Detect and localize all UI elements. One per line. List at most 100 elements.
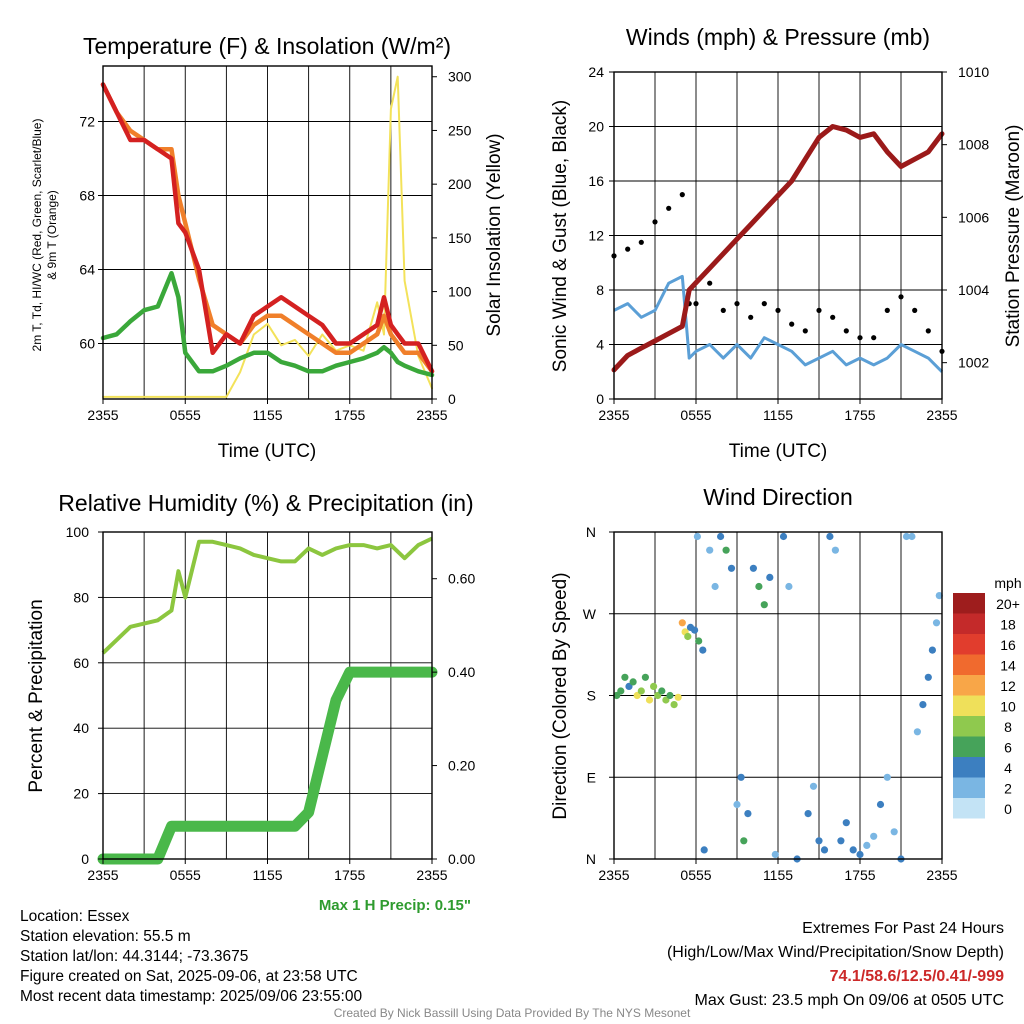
wind-xtick-label: 1155 xyxy=(763,407,793,423)
gust-point xyxy=(748,314,754,320)
wind-ytick-label: 8 xyxy=(596,282,604,298)
dir-point xyxy=(722,546,730,554)
gust-point xyxy=(857,335,863,341)
rh-ytick-label: 60 xyxy=(73,655,89,671)
extremes-block: Extremes For Past 24 Hours (High/Low/Max… xyxy=(667,917,1004,1013)
legend-label: 18 xyxy=(1000,617,1016,633)
gust-point xyxy=(925,328,931,334)
dir-point xyxy=(849,846,857,854)
rh-title: Relative Humidity (%) & Precipitation (i… xyxy=(58,490,473,516)
dir-point xyxy=(831,546,840,554)
dir-point xyxy=(779,532,788,541)
dir-point xyxy=(928,646,937,654)
dir-point xyxy=(678,619,686,627)
dir-point xyxy=(733,800,741,809)
series-precip xyxy=(97,666,438,865)
dir-ytick-label: S xyxy=(587,688,596,704)
legend-swatch xyxy=(953,798,985,819)
gust-point xyxy=(884,307,890,313)
rh-ytick-label: 0 xyxy=(81,851,89,867)
gust-point xyxy=(775,307,781,313)
legend-swatch xyxy=(953,593,985,614)
legend-swatch xyxy=(953,675,985,696)
gust-point xyxy=(707,280,713,286)
info-created: Figure created on Sat, 2025-09-06, at 23… xyxy=(20,968,358,985)
temp-y2tick-label: 300 xyxy=(448,69,472,85)
series-2m-t xyxy=(100,82,435,374)
temp-ytick-label: 72 xyxy=(79,114,95,130)
wind-y2tick-label: 1002 xyxy=(958,355,989,371)
temp-xtick-label: 2355 xyxy=(416,407,447,423)
info-location: Location: Essex xyxy=(20,908,130,925)
temp-title: Temperature (F) & Insolation (W/m²) xyxy=(83,33,451,59)
dir-point xyxy=(670,701,678,709)
dir-point xyxy=(890,828,898,836)
extremes-values: 74.1/58.6/12.5/0.41/-999 xyxy=(829,968,1004,985)
dir-xtick-label: 1155 xyxy=(763,867,793,883)
temp-y2tick-label: 250 xyxy=(448,122,472,138)
rh-y2tick-label: 0.20 xyxy=(448,758,475,774)
temp-ytick-label: 68 xyxy=(79,188,95,204)
series-pressure xyxy=(611,124,945,373)
legend-label: 8 xyxy=(1004,719,1012,735)
wind-y2tick-label: 1008 xyxy=(958,137,989,153)
dir-point xyxy=(842,819,850,827)
dir-point xyxy=(924,673,932,681)
legend-title: mph xyxy=(994,575,1021,591)
wind-ytick-label: 20 xyxy=(588,119,604,135)
gust-point xyxy=(761,301,767,307)
rh-xtick-label: 0555 xyxy=(170,867,201,883)
wind-ytick-label: 0 xyxy=(596,391,604,407)
dir-point xyxy=(932,619,941,627)
legend-swatch xyxy=(953,736,985,757)
dir-point xyxy=(645,696,654,704)
legend-label: 4 xyxy=(1004,760,1012,776)
dir-point xyxy=(749,564,758,572)
gust-point xyxy=(830,314,836,320)
temp-y2tick-label: 150 xyxy=(448,230,472,246)
series-2m-td xyxy=(100,270,435,378)
gust-point xyxy=(802,328,808,334)
dir-point xyxy=(740,837,748,845)
dir-point xyxy=(744,810,752,818)
wind-y2tick-label: 1006 xyxy=(958,209,989,225)
dir-point xyxy=(856,850,864,859)
temp-xtick-label: 2355 xyxy=(87,407,118,423)
legend-swatch xyxy=(953,757,985,778)
legend-label: 16 xyxy=(1000,637,1016,653)
dir-point xyxy=(650,682,658,691)
dir-title: Wind Direction xyxy=(703,484,853,510)
legend-swatch xyxy=(953,695,985,716)
wind-xtick-label: 2355 xyxy=(926,407,957,423)
max-precip-label: Max 1 H Precip: 0.15" xyxy=(319,897,471,914)
gust-point xyxy=(789,321,795,327)
wind-y2tick-label: 1004 xyxy=(958,282,989,298)
dir-point xyxy=(737,773,745,781)
gust-point xyxy=(816,307,822,313)
gust-point xyxy=(871,335,877,341)
temp-xtick-label: 1155 xyxy=(252,407,282,423)
wind-ytick-label: 24 xyxy=(588,64,604,80)
wind-xtick-label: 0555 xyxy=(680,407,711,423)
gust-point xyxy=(652,219,658,225)
gust-point xyxy=(693,301,699,307)
dir-point xyxy=(641,673,650,681)
temp-y2tick-label: 200 xyxy=(448,176,472,192)
series-rh xyxy=(101,536,433,655)
rh-y2tick-label: 0.40 xyxy=(448,664,475,680)
legend-swatch xyxy=(953,634,985,655)
station-info: Location: Essex Station elevation: 55.5 … xyxy=(20,907,362,1007)
temp-ylabel-2: & 9m T (Orange) xyxy=(45,190,59,280)
dir-point xyxy=(902,532,911,541)
dir-point xyxy=(771,850,779,859)
dir-point xyxy=(766,573,774,582)
rh-xtick-label: 1155 xyxy=(252,867,282,883)
extremes-heading: Extremes For Past 24 Hours xyxy=(802,920,1004,937)
rh-ytick-label: 80 xyxy=(73,589,89,605)
credit-line: Created By Nick Bassill Using Data Provi… xyxy=(333,1006,691,1020)
dir-point xyxy=(826,532,834,541)
dir-point xyxy=(820,846,829,854)
temp-xtick-label: 0555 xyxy=(170,407,201,423)
dir-xtick-label: 2355 xyxy=(926,867,957,883)
dir-point xyxy=(919,701,927,709)
